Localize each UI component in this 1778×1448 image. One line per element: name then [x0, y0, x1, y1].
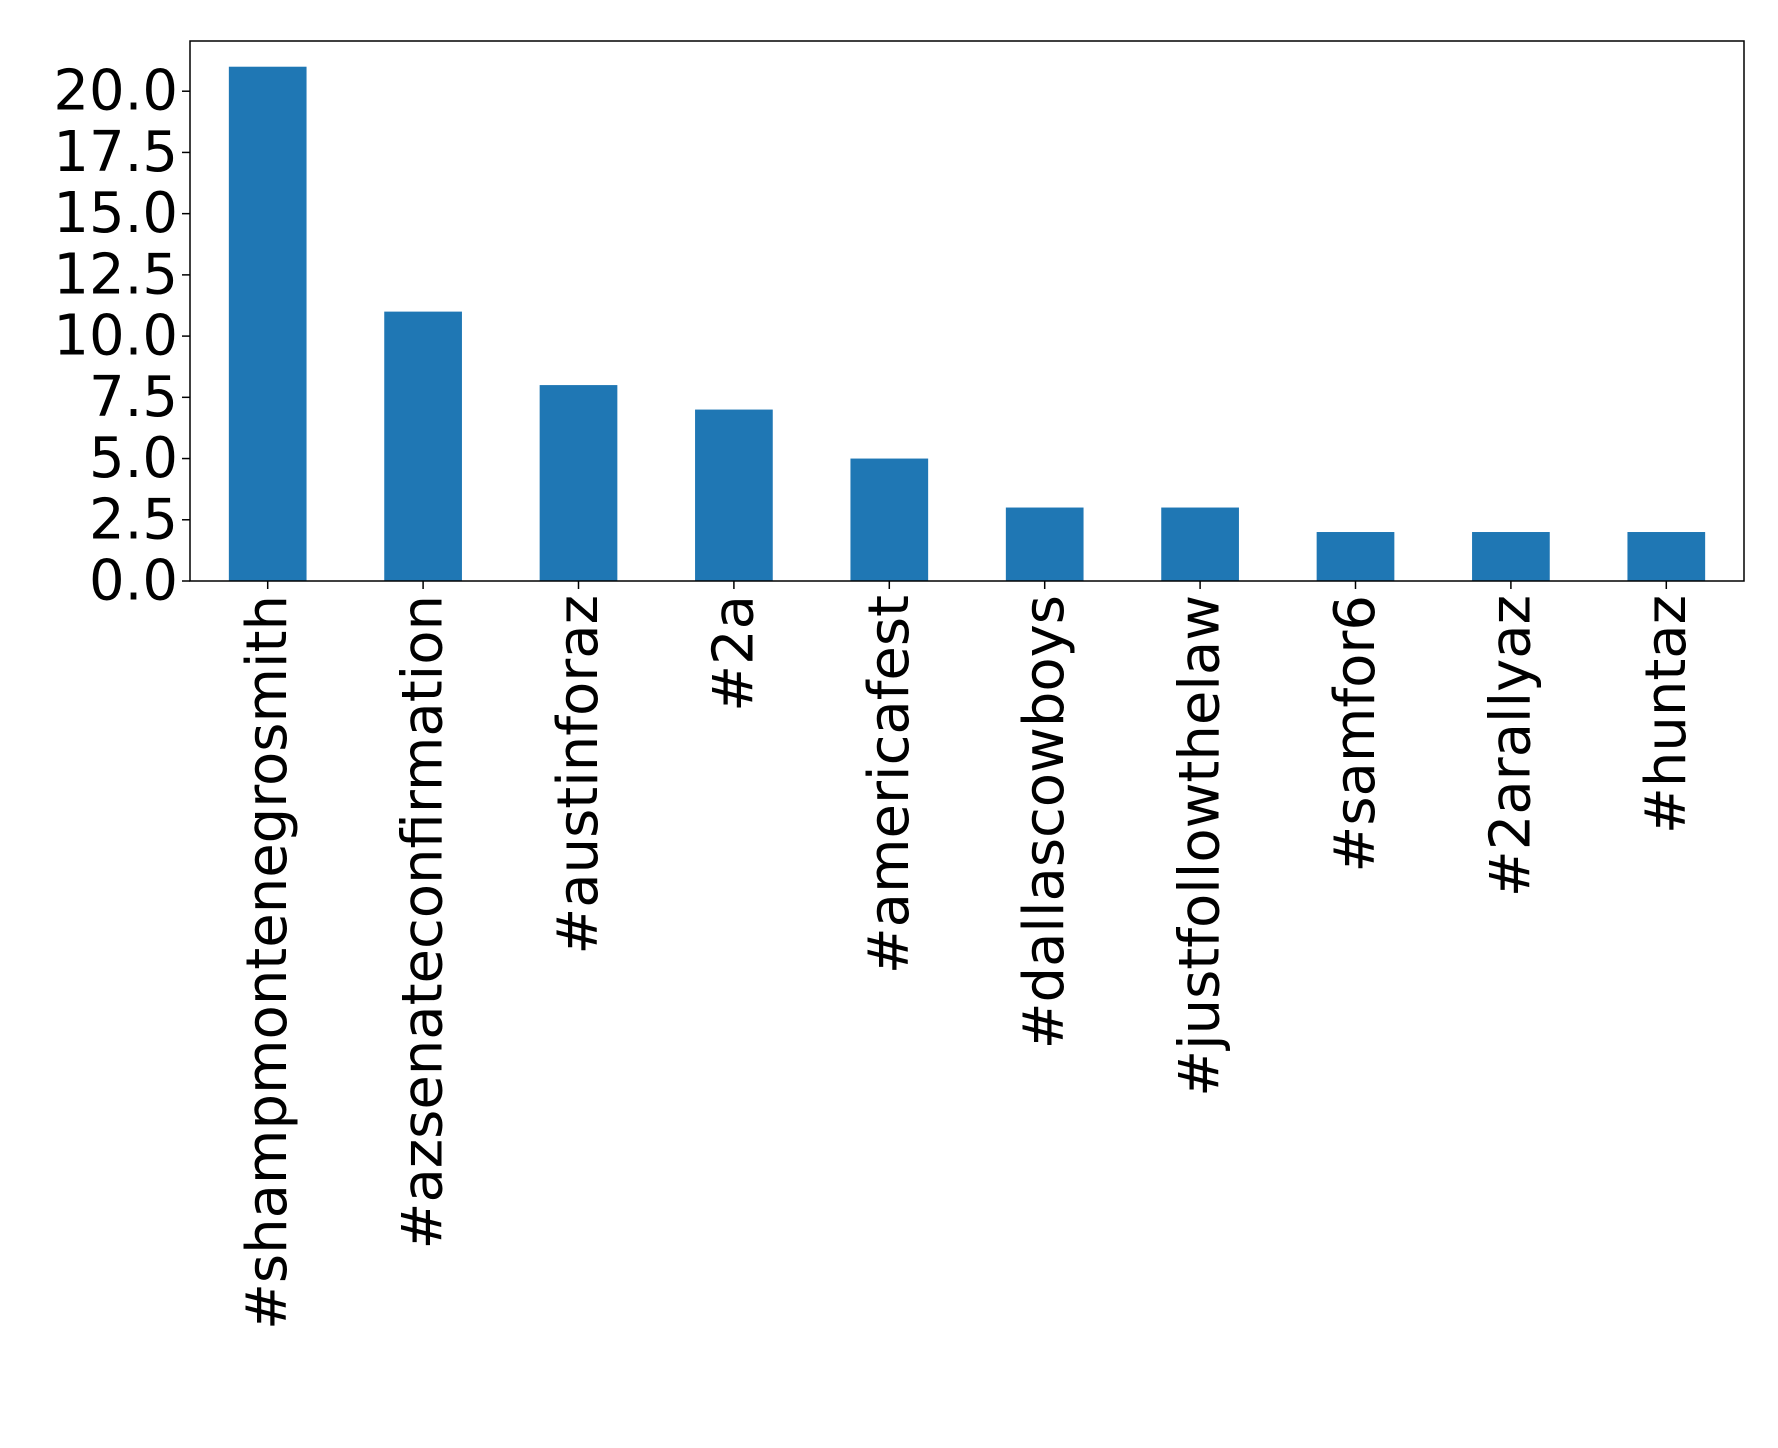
x-tick-label-6: #dallascowboys — [1012, 595, 1077, 1049]
x-tick-label-4: #2a — [701, 595, 766, 712]
x-tick-label-10: #huntaz — [1634, 595, 1699, 834]
x-axis: #shampmontenegrosmith #azsenateconfirmati… — [235, 581, 1699, 1330]
bar-6 — [1005, 507, 1084, 581]
bar-9 — [1472, 532, 1550, 581]
y-tick-label-1: 0.0 — [89, 549, 178, 614]
x-tick-label-9: #2arallyaz — [1478, 595, 1543, 897]
y-tick-label-3: 5.0 — [89, 426, 178, 491]
bar-1 — [228, 66, 307, 581]
plot-frame — [189, 40, 1745, 582]
bar-3 — [539, 385, 618, 581]
y-tick-label-8: 17.5 — [53, 120, 178, 185]
bar-10 — [1627, 532, 1706, 581]
x-tick-label-1: #shampmontenegrosmith — [235, 595, 300, 1330]
x-tick-label-2: #azsenateconfirmation — [391, 595, 456, 1249]
y-tick-label-6: 12.5 — [53, 242, 178, 307]
bar-5 — [850, 458, 929, 581]
y-axis: 0.02.55.07.510.012.515.017.520.0 — [53, 59, 190, 614]
bar-4 — [695, 409, 773, 581]
bar-8 — [1316, 532, 1395, 581]
y-tick-label-7: 15.0 — [53, 181, 178, 246]
x-tick-label-7: #justfollowthelaw — [1168, 595, 1233, 1097]
x-tick-label-3: #austinforaz — [546, 595, 611, 955]
bars-group — [228, 66, 1706, 581]
x-tick-label-8: #samfor6 — [1323, 595, 1388, 873]
y-tick-label-9: 20.0 — [53, 59, 178, 124]
y-tick-label-2: 2.5 — [89, 487, 178, 552]
x-tick-label-5: #americafest — [857, 595, 922, 974]
bar-2 — [384, 311, 462, 581]
y-tick-label-4: 7.5 — [89, 365, 178, 430]
bar-7 — [1161, 507, 1239, 581]
y-tick-label-5: 10.0 — [53, 304, 178, 369]
